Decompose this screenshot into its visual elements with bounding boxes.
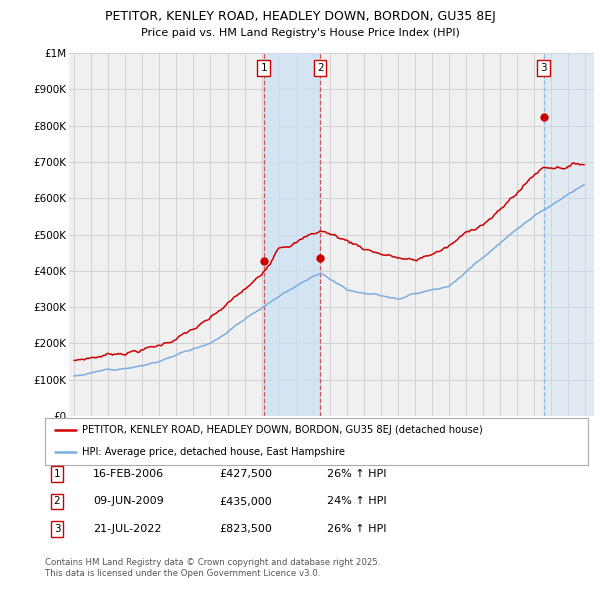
Text: 26% ↑ HPI: 26% ↑ HPI [327, 525, 386, 534]
Text: PETITOR, KENLEY ROAD, HEADLEY DOWN, BORDON, GU35 8EJ (detached house): PETITOR, KENLEY ROAD, HEADLEY DOWN, BORD… [82, 425, 482, 435]
Text: 09-JUN-2009: 09-JUN-2009 [93, 497, 164, 506]
Text: HPI: Average price, detached house, East Hampshire: HPI: Average price, detached house, East… [82, 447, 345, 457]
Text: 21-JUL-2022: 21-JUL-2022 [93, 525, 161, 534]
Text: PETITOR, KENLEY ROAD, HEADLEY DOWN, BORDON, GU35 8EJ: PETITOR, KENLEY ROAD, HEADLEY DOWN, BORD… [104, 10, 496, 23]
Text: 16-FEB-2006: 16-FEB-2006 [93, 469, 164, 478]
Text: 1: 1 [53, 469, 61, 478]
Text: 24% ↑ HPI: 24% ↑ HPI [327, 497, 386, 506]
Text: 2: 2 [317, 63, 323, 73]
Text: £435,000: £435,000 [219, 497, 272, 506]
Text: 3: 3 [53, 525, 61, 534]
Text: £427,500: £427,500 [219, 469, 272, 478]
Text: Price paid vs. HM Land Registry's House Price Index (HPI): Price paid vs. HM Land Registry's House … [140, 28, 460, 38]
Text: £823,500: £823,500 [219, 525, 272, 534]
Text: Contains HM Land Registry data © Crown copyright and database right 2025.
This d: Contains HM Land Registry data © Crown c… [45, 558, 380, 578]
Bar [263, 53, 320, 416]
Text: 3: 3 [541, 63, 547, 73]
Text: 2: 2 [53, 497, 61, 506]
Text: 1: 1 [260, 63, 267, 73]
Bar [544, 53, 594, 416]
Text: 26% ↑ HPI: 26% ↑ HPI [327, 469, 386, 478]
